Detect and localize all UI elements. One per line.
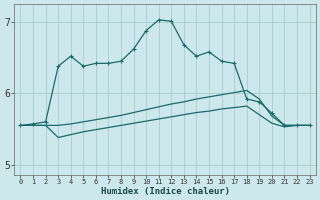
X-axis label: Humidex (Indice chaleur): Humidex (Indice chaleur) [100,187,229,196]
